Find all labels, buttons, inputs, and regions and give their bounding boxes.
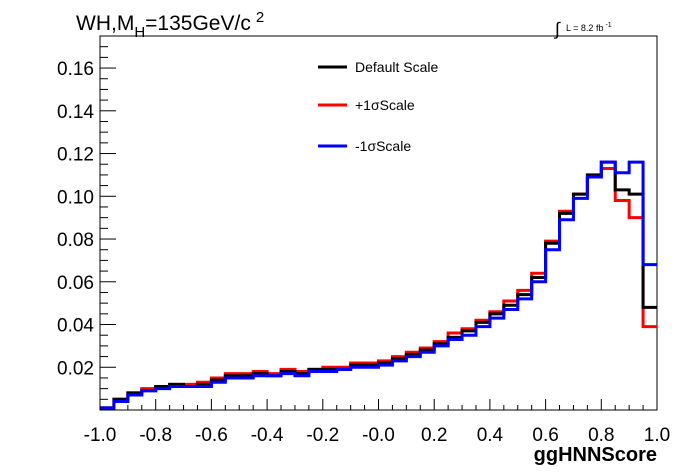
y-tick-label: 0.06 <box>57 273 94 294</box>
y-tick-label: 0.04 <box>57 316 94 337</box>
y-tick-label: 0.08 <box>57 230 94 251</box>
plot-frame <box>99 35 658 411</box>
chart-title-value: =135GeV/c <box>145 12 251 35</box>
y-tick-label: 0.10 <box>57 187 94 208</box>
x-axis-title: ggHNNScore <box>534 444 657 466</box>
x-tick-label: -0.8 <box>139 425 172 446</box>
y-tick-label: 0.12 <box>57 145 94 166</box>
x-tick-label: 0.2 <box>421 425 447 446</box>
y-tick-label: 0.16 <box>57 59 94 80</box>
y-tick-label: 0.02 <box>57 358 94 379</box>
axis-ticks: -1.0 -0.8 -0.6 -0.4 -0.2 -0.0 0.2 0.4 0.6 0.8 1.0 0… <box>57 46 670 446</box>
lumi-superscript: -1 <box>605 22 611 29</box>
lumi-text: L = 8.2 fb <box>566 23 603 33</box>
legend: Default Scale +1σScale -1σScale <box>318 59 438 154</box>
y-tick-label: 0.14 <box>57 102 94 123</box>
series-line-2 <box>100 160 657 410</box>
x-tick-label: 0.6 <box>532 425 558 446</box>
x-tick-label: 0.8 <box>588 425 614 446</box>
x-tick-label: 1.0 <box>644 425 670 446</box>
chart-title-main: WH,M <box>76 12 134 35</box>
x-tick-label: -0.6 <box>195 425 228 446</box>
chart-title-superscript: 2 <box>256 9 264 26</box>
series-layer <box>100 160 657 410</box>
x-tick-label: -0.4 <box>251 425 284 446</box>
legend-label-plus1sigma: +1σScale <box>355 97 415 113</box>
legend-label-default: Default Scale <box>355 59 438 75</box>
legend-label-minus1sigma: -1σScale <box>355 138 411 154</box>
lumi-label: L = 8.2 fb -1 <box>566 22 612 33</box>
x-tick-label: -0.0 <box>362 425 395 446</box>
x-tick-label: 0.4 <box>477 425 504 446</box>
chart-title-subscript: H <box>134 24 145 41</box>
x-tick-label: -1.0 <box>84 425 117 446</box>
chart-title: WH,MH=135GeV/c 2 <box>76 9 264 41</box>
lumi-integral-symbol: ∫ <box>553 19 561 39</box>
x-tick-label: -0.2 <box>306 425 339 446</box>
